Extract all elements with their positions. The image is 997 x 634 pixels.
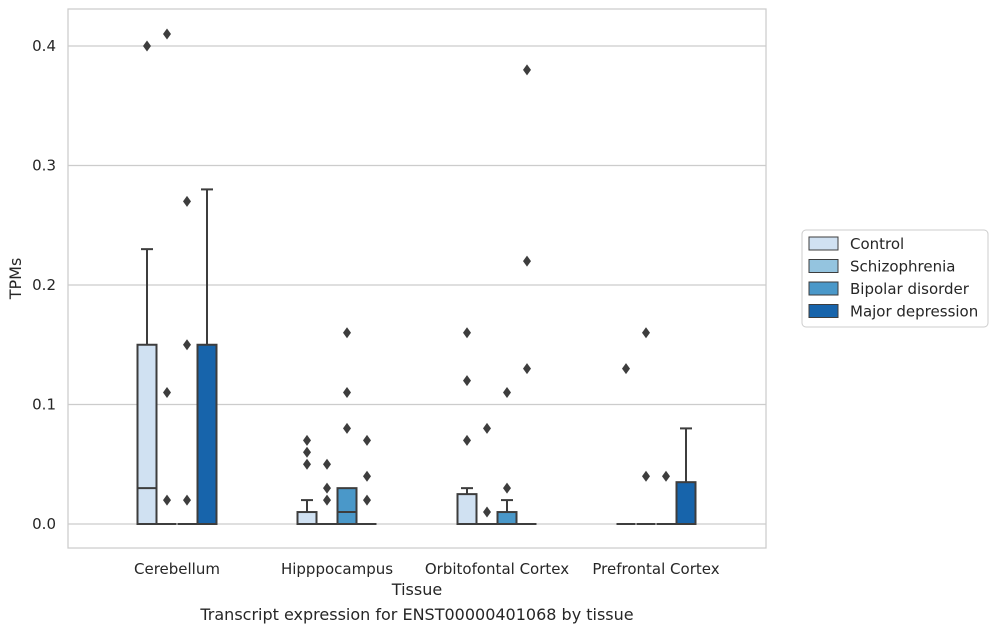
legend: Control Schizophrenia Bipolar disorder Majo… (801, 229, 989, 328)
box-group (136, 40, 158, 525)
boxes-layer (136, 28, 697, 525)
box-group (336, 327, 358, 525)
outlier-point (183, 339, 191, 351)
legend-swatch (808, 236, 839, 251)
box (675, 481, 697, 525)
box (336, 487, 358, 525)
legend-label: Major depression (850, 303, 978, 321)
outlier-point (323, 482, 331, 494)
outlier-point (163, 28, 171, 40)
outlier-point (343, 387, 351, 399)
box-group (196, 188, 218, 525)
outlier-point (463, 375, 471, 387)
box-group (496, 387, 518, 525)
box-group (456, 327, 478, 525)
outlier-point (483, 506, 491, 518)
gridlines (68, 45, 766, 525)
x-tick-label: Hipppocampus (281, 560, 393, 578)
outlier-point (163, 387, 171, 399)
outlier-point (363, 494, 371, 506)
outlier-point (303, 458, 311, 470)
x-tick-label: Cerebellum (134, 560, 220, 578)
box (456, 493, 478, 525)
y-tick-label: 0.0 (32, 515, 56, 533)
outlier-point (363, 470, 371, 482)
box-group (477, 422, 497, 525)
outlier-point (323, 494, 331, 506)
figure-caption: Transcript expression for ENST0000040106… (200, 605, 634, 624)
box-group (296, 434, 318, 525)
box (296, 511, 318, 525)
plot-frame (67, 8, 767, 549)
box-group (656, 470, 676, 525)
legend-swatch (808, 259, 839, 273)
outlier-point (303, 434, 311, 446)
legend-frame (801, 229, 989, 328)
box (136, 343, 158, 525)
legend-label: Control (850, 235, 904, 253)
outlier-point (503, 387, 511, 399)
y-tick-label: 0.1 (32, 396, 56, 414)
outlier-point (143, 40, 151, 52)
legend-swatch (808, 281, 839, 296)
outlier-point (642, 470, 650, 482)
outlier-point (303, 446, 311, 458)
outlier-point (363, 434, 371, 446)
box-group (177, 195, 197, 525)
box-group (675, 427, 697, 525)
outlier-point (163, 494, 171, 506)
legend-swatch (808, 304, 839, 318)
outlier-point (622, 363, 630, 375)
outlier-point (343, 422, 351, 434)
outlier-point (523, 64, 531, 76)
outlier-point (523, 255, 531, 267)
box (196, 343, 218, 525)
x-tick-label: Orbitofontal Cortex (425, 560, 569, 578)
outlier-point (463, 434, 471, 446)
outlier-point (323, 458, 331, 470)
outlier-point (183, 195, 191, 207)
outlier-point (463, 327, 471, 339)
y-tick-label: 0.2 (32, 276, 56, 294)
legend-label: Schizophrenia (850, 258, 955, 276)
outlier-point (642, 327, 650, 339)
y-tick-label: 0.3 (32, 157, 56, 175)
y-axis-label: TPMs (6, 258, 25, 301)
box-group (157, 28, 177, 525)
y-tick-label: 0.4 (32, 37, 56, 55)
outlier-point (662, 470, 670, 482)
outlier-point (523, 363, 531, 375)
box-group (357, 434, 377, 525)
box-group (517, 64, 537, 525)
box (496, 511, 518, 525)
box-group (616, 363, 636, 525)
axis-ticks: 0.0 0.1 0.2 0.3 0.4 Cerebellum Hipppocampus Orb… (32, 37, 720, 578)
legend-label: Bipolar disorder (850, 280, 970, 298)
box-group (636, 327, 656, 525)
outlier-point (343, 327, 351, 339)
x-tick-label: Prefrontal Cortex (592, 560, 719, 578)
outlier-point (183, 494, 191, 506)
box-group (317, 458, 337, 525)
outlier-point (483, 422, 491, 434)
outlier-point (503, 482, 511, 494)
x-axis-label: Tissue (391, 580, 442, 599)
